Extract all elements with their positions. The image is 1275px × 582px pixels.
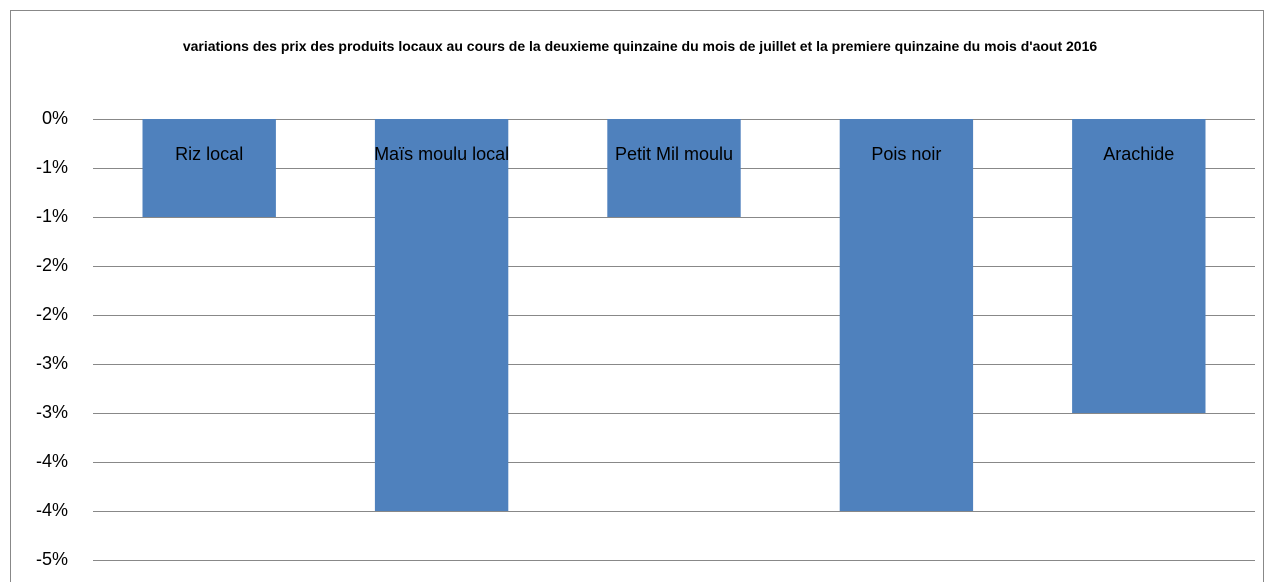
chart-border xyxy=(10,10,1264,582)
y-tick-label: -3% xyxy=(36,402,68,422)
y-tick-label: -2% xyxy=(36,304,68,324)
y-tick-label: -2% xyxy=(36,255,68,275)
bar xyxy=(1072,119,1206,413)
bar xyxy=(374,119,509,511)
y-tick-label: -3% xyxy=(36,353,68,373)
x-tick-label: Riz local xyxy=(175,144,243,164)
x-tick-label: Pois noir xyxy=(871,144,941,164)
bar xyxy=(607,119,741,217)
bar xyxy=(839,119,974,511)
y-tick-label: -5% xyxy=(36,549,68,569)
y-tick-label: -4% xyxy=(36,500,68,520)
x-tick-label: Arachide xyxy=(1103,144,1174,164)
y-tick-label: -1% xyxy=(36,206,68,226)
y-tick-label: -1% xyxy=(36,157,68,177)
y-tick-label: -4% xyxy=(36,451,68,471)
chart-title: variations des prix des produits locaux … xyxy=(182,38,1098,54)
x-tick-label: Petit Mil moulu xyxy=(615,144,733,164)
bar xyxy=(142,119,276,217)
y-tick-label: 0% xyxy=(42,108,68,128)
x-tick-label: Maïs moulu local xyxy=(374,144,509,164)
